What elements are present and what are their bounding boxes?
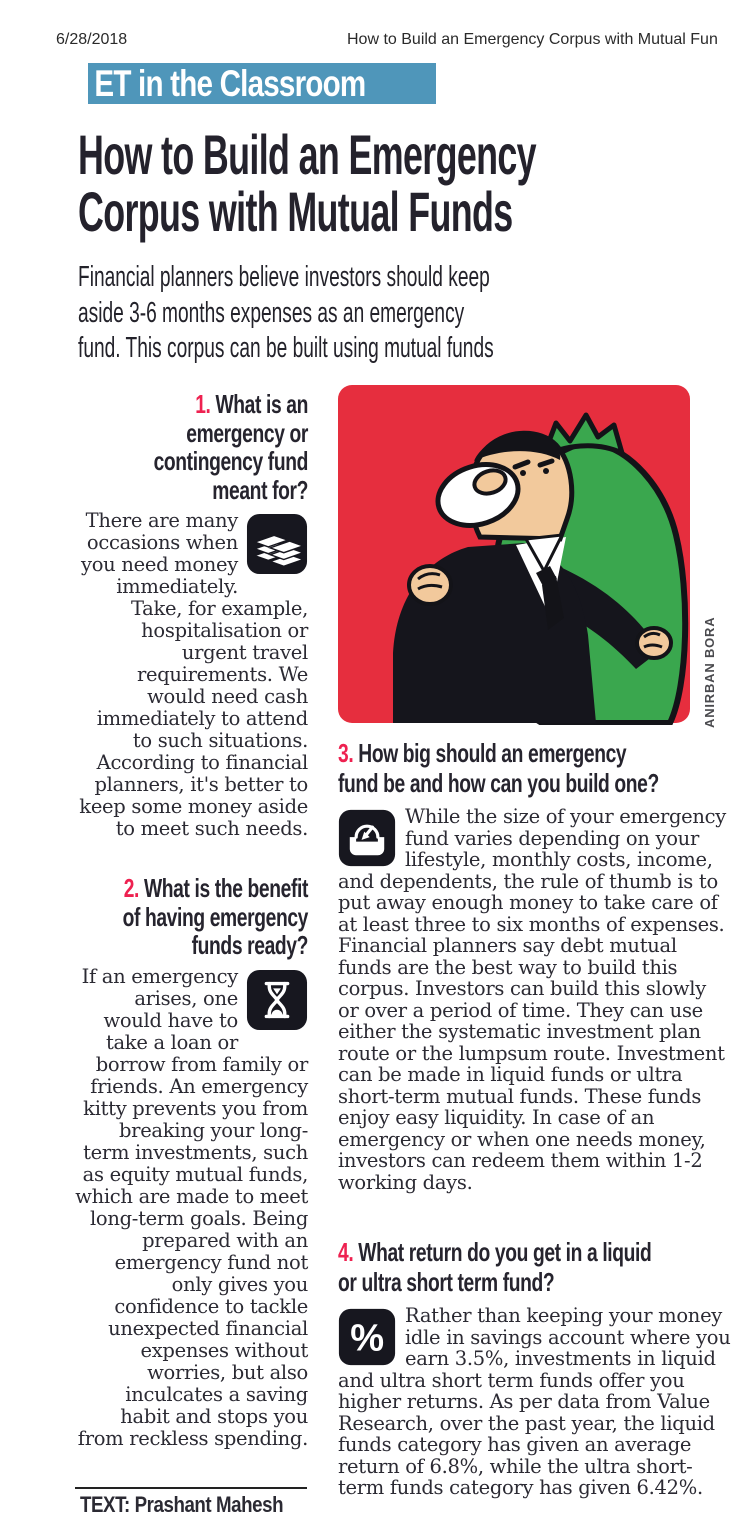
headline: How to Build an Emergency Corpus with Mu… xyxy=(78,123,537,243)
question-4-number: 4. xyxy=(338,1237,354,1267)
deposit-icon xyxy=(338,809,396,867)
question-3-text: While the size of your emergency fund va… xyxy=(338,805,727,1194)
question-3-title: How big should an emergency fund be and … xyxy=(338,738,659,798)
question-3-body: While the size of your emergency fund va… xyxy=(338,806,732,1193)
question-4-title: What return do you get in a liquid or ul… xyxy=(338,1237,652,1297)
question-2-title: What is the benefit of having emergency … xyxy=(122,873,309,960)
kicker-text: ET in the Classroom xyxy=(94,63,366,104)
question-1-number: 1. xyxy=(195,389,211,419)
question-4-heading: 4. What return do you get in a liquid or… xyxy=(338,1237,732,1297)
right-column: 3. How big should an emergency fund be a… xyxy=(338,385,732,1499)
question-2-heading: 2. What is the benefit of having emergen… xyxy=(54,873,309,960)
standfirst: Financial planners believe investors sho… xyxy=(78,261,494,364)
illustration-credit: ANIRBAN BORA xyxy=(702,616,717,728)
question-2-number: 2. xyxy=(123,873,140,903)
footer-credit-label: TEXT: xyxy=(80,1492,130,1517)
question-2-body: If an emergency arises, one would have t… xyxy=(75,964,308,1450)
question-1-heading: 1. What is an emergency or contingency f… xyxy=(54,389,309,505)
illustration xyxy=(338,385,696,725)
question-1-title: What is an emergency or contingency fund… xyxy=(153,389,309,505)
footer-credit: TEXT: Prashant Mahesh xyxy=(80,1492,335,1518)
kicker-banner: ET in the Classroom xyxy=(88,63,436,104)
question-4-body: % Rather than keeping your money idle in… xyxy=(338,1305,732,1499)
question-1-text: There are many occasions when you need m… xyxy=(79,509,308,840)
print-document-title: How to Build an Emergency Corpus with Mu… xyxy=(347,31,718,48)
percent-icon: % xyxy=(338,1308,396,1366)
footer-credit-name: Prashant Mahesh xyxy=(134,1492,284,1517)
question-2-text: If an emergency arises, one would have t… xyxy=(75,964,308,1450)
footer-rule xyxy=(75,1487,307,1489)
cash-stack-icon xyxy=(246,513,308,575)
question-1-body: There are many occasions when you need m… xyxy=(75,510,308,840)
question-3-number: 3. xyxy=(338,738,354,768)
print-date: 6/28/2018 xyxy=(56,31,128,48)
hourglass-icon xyxy=(246,969,308,1031)
question-4-text: Rather than keeping your money idle in s… xyxy=(338,1304,731,1499)
svg-text:%: % xyxy=(350,1318,384,1360)
question-3-heading: 3. How big should an emergency fund be a… xyxy=(338,738,732,798)
left-column: 1. What is an emergency or contingency f… xyxy=(75,390,308,1450)
